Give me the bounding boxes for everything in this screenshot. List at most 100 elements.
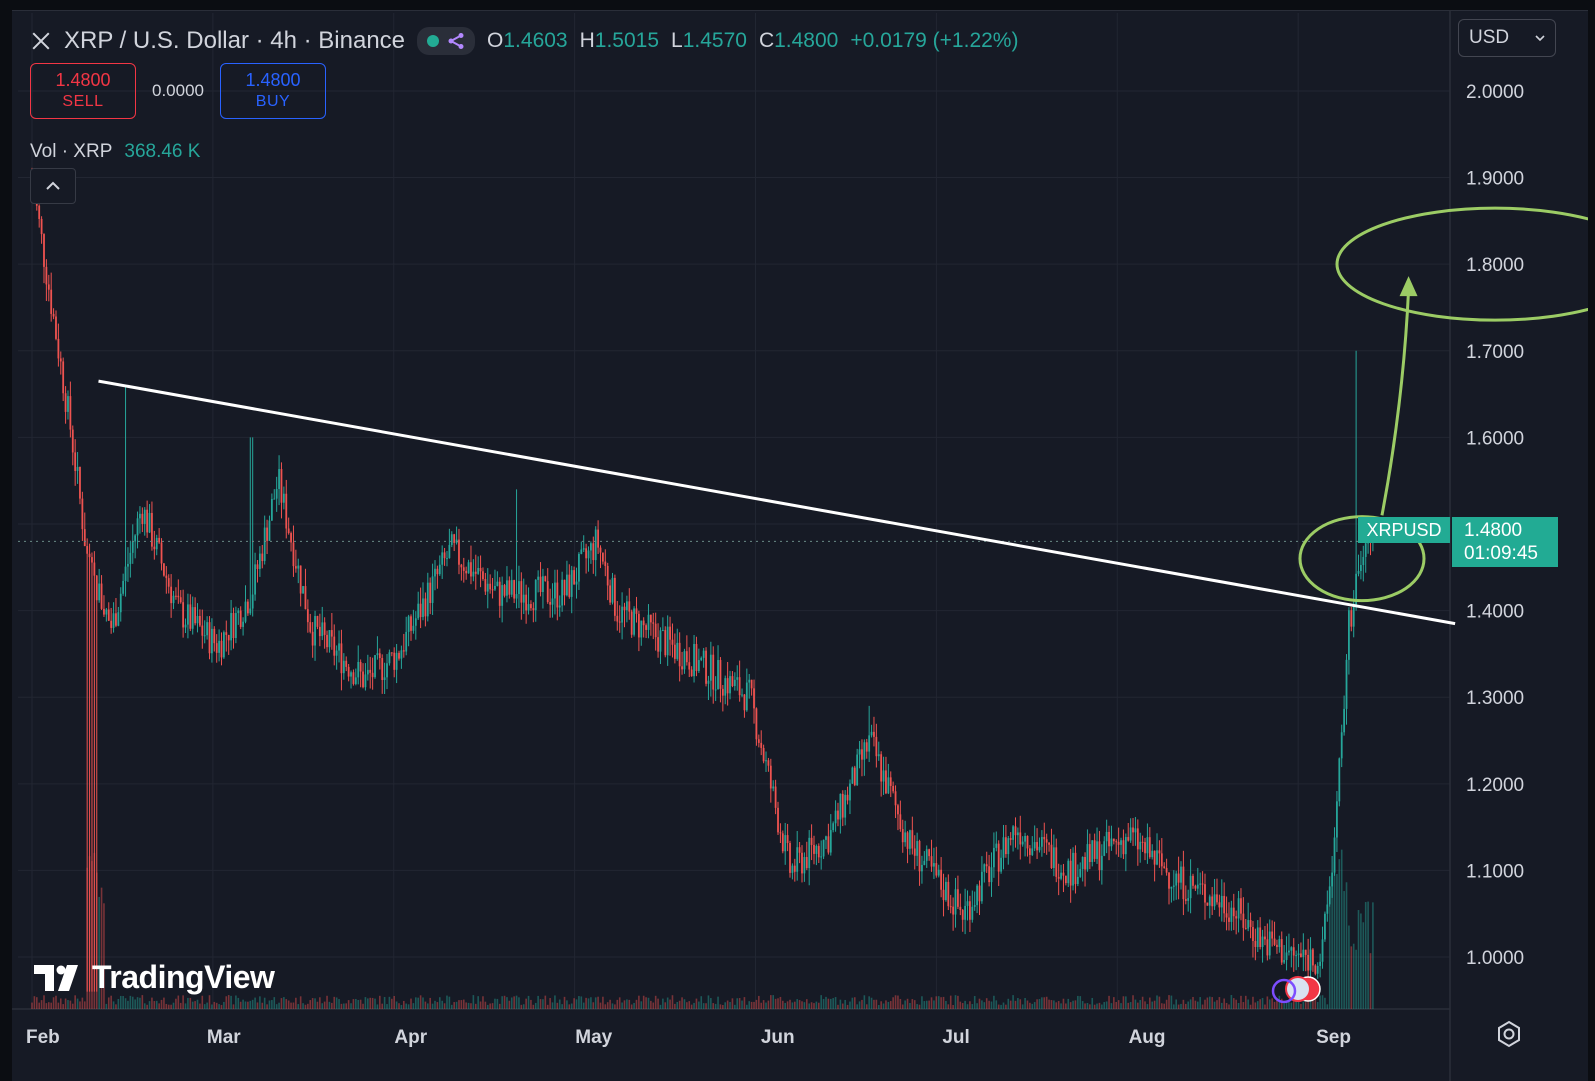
candle-body	[858, 749, 861, 755]
volume-bar	[103, 903, 105, 1009]
volume-bar	[357, 999, 360, 1009]
settings-gear-icon[interactable]	[1494, 1019, 1524, 1049]
volume-bar	[1007, 998, 1010, 1009]
candle-body	[328, 630, 331, 648]
y-tick-label: 1.6000	[1466, 428, 1524, 449]
candle-body	[1192, 875, 1194, 886]
market-status-pill[interactable]	[417, 27, 476, 55]
candle-body	[1271, 931, 1274, 939]
candle-body	[1134, 828, 1137, 833]
volume-bar	[379, 995, 381, 1009]
candle-body	[302, 586, 304, 594]
close-icon[interactable]	[30, 30, 52, 52]
volume-bar	[856, 1004, 858, 1009]
volume-bar	[1225, 1002, 1228, 1009]
candle-body	[1266, 939, 1269, 956]
candle-body	[323, 622, 326, 635]
volume-bar	[542, 999, 544, 1009]
candle-body	[1276, 944, 1278, 948]
sell-button[interactable]: 1.4800 SELL	[30, 63, 136, 119]
volume-bar	[1312, 999, 1314, 1009]
volume-bar	[261, 1002, 264, 1009]
candle-body	[359, 661, 362, 672]
candle-body	[1345, 659, 1348, 709]
symbol-title[interactable]: XRP / U.S. Dollar · 4h · Binance	[64, 27, 406, 54]
candle-body	[1124, 837, 1127, 855]
volume-bar	[424, 1001, 427, 1009]
volume-bar	[398, 1003, 400, 1009]
volume-bar	[271, 1000, 273, 1009]
candle-body	[801, 852, 803, 874]
candle-body	[158, 537, 161, 543]
volume-bar	[772, 995, 775, 1009]
volume-bar	[93, 852, 96, 1009]
candle-body	[146, 509, 149, 533]
candle-body	[333, 636, 336, 656]
volume-bar	[846, 1004, 849, 1009]
volume-bar	[1321, 995, 1324, 1009]
volume-bar	[1309, 997, 1312, 1009]
volume-bar	[386, 1004, 388, 1009]
candle-body	[47, 284, 50, 290]
candle-body	[1343, 708, 1346, 733]
candle-body	[630, 611, 633, 635]
currency-select[interactable]: USD	[1458, 19, 1556, 57]
buy-button[interactable]: 1.4800 BUY	[220, 63, 326, 119]
volume-bar	[1355, 949, 1357, 1009]
candle-body	[414, 618, 417, 626]
volume-bar	[1081, 1001, 1084, 1009]
candle-body	[352, 672, 355, 684]
candle-body	[906, 832, 909, 849]
volume-bar	[345, 1003, 348, 1009]
chart-canvas[interactable]: 1.00001.10001.20001.30001.40001.50001.60…	[12, 11, 1588, 1081]
volume-bar	[338, 999, 340, 1009]
volume-bar	[1314, 995, 1317, 1009]
volume-bar	[1300, 1003, 1302, 1009]
volume-bar	[448, 996, 451, 1009]
volume-bar	[940, 997, 942, 1009]
candle-body	[822, 839, 825, 857]
volume-bar	[1036, 999, 1038, 1009]
volume-bar	[585, 997, 587, 1009]
candle-body	[551, 598, 554, 605]
candle-body	[940, 869, 943, 890]
volume-bar	[194, 1001, 196, 1009]
candle-body	[599, 547, 602, 553]
tradingview-logo[interactable]: TradingView	[34, 959, 275, 996]
low-label: L	[671, 29, 683, 52]
volume-bar	[235, 995, 237, 1009]
volume-legend[interactable]: Vol · XRP 368.46 K	[30, 141, 200, 163]
volume-bar	[916, 1004, 918, 1009]
volume-bar	[105, 1003, 108, 1009]
candle-body	[76, 466, 79, 471]
collapse-button[interactable]	[30, 168, 76, 204]
candle-body	[93, 562, 96, 576]
volume-bar	[717, 996, 719, 1009]
volume-bar	[407, 1004, 410, 1009]
volume-bar	[422, 997, 424, 1009]
low-value: 1.4570	[682, 29, 747, 52]
candle-body	[995, 843, 998, 848]
candle-body	[127, 563, 129, 567]
volume-bar	[798, 1000, 801, 1009]
volume-bar	[287, 1000, 290, 1009]
volume-bar	[316, 1001, 319, 1009]
candle-body	[400, 650, 403, 659]
candle-body	[110, 620, 113, 628]
volume-bar	[443, 1003, 446, 1009]
candle-body	[635, 608, 638, 614]
volume-bar	[868, 996, 870, 1009]
candle-body	[1216, 894, 1218, 903]
x-tick-label: May	[575, 1027, 612, 1048]
volume-bar	[925, 1000, 928, 1009]
volume-bar	[671, 995, 674, 1009]
volume-bar	[249, 1000, 252, 1009]
volume-bar	[688, 1001, 691, 1009]
volume-bar	[844, 999, 846, 1009]
candle-body	[1067, 860, 1070, 884]
volume-bar	[1290, 1002, 1293, 1009]
candle-body	[1000, 857, 1002, 872]
candle-body	[935, 863, 938, 876]
volume-bar	[945, 1000, 947, 1009]
volume-bar	[211, 1004, 213, 1009]
